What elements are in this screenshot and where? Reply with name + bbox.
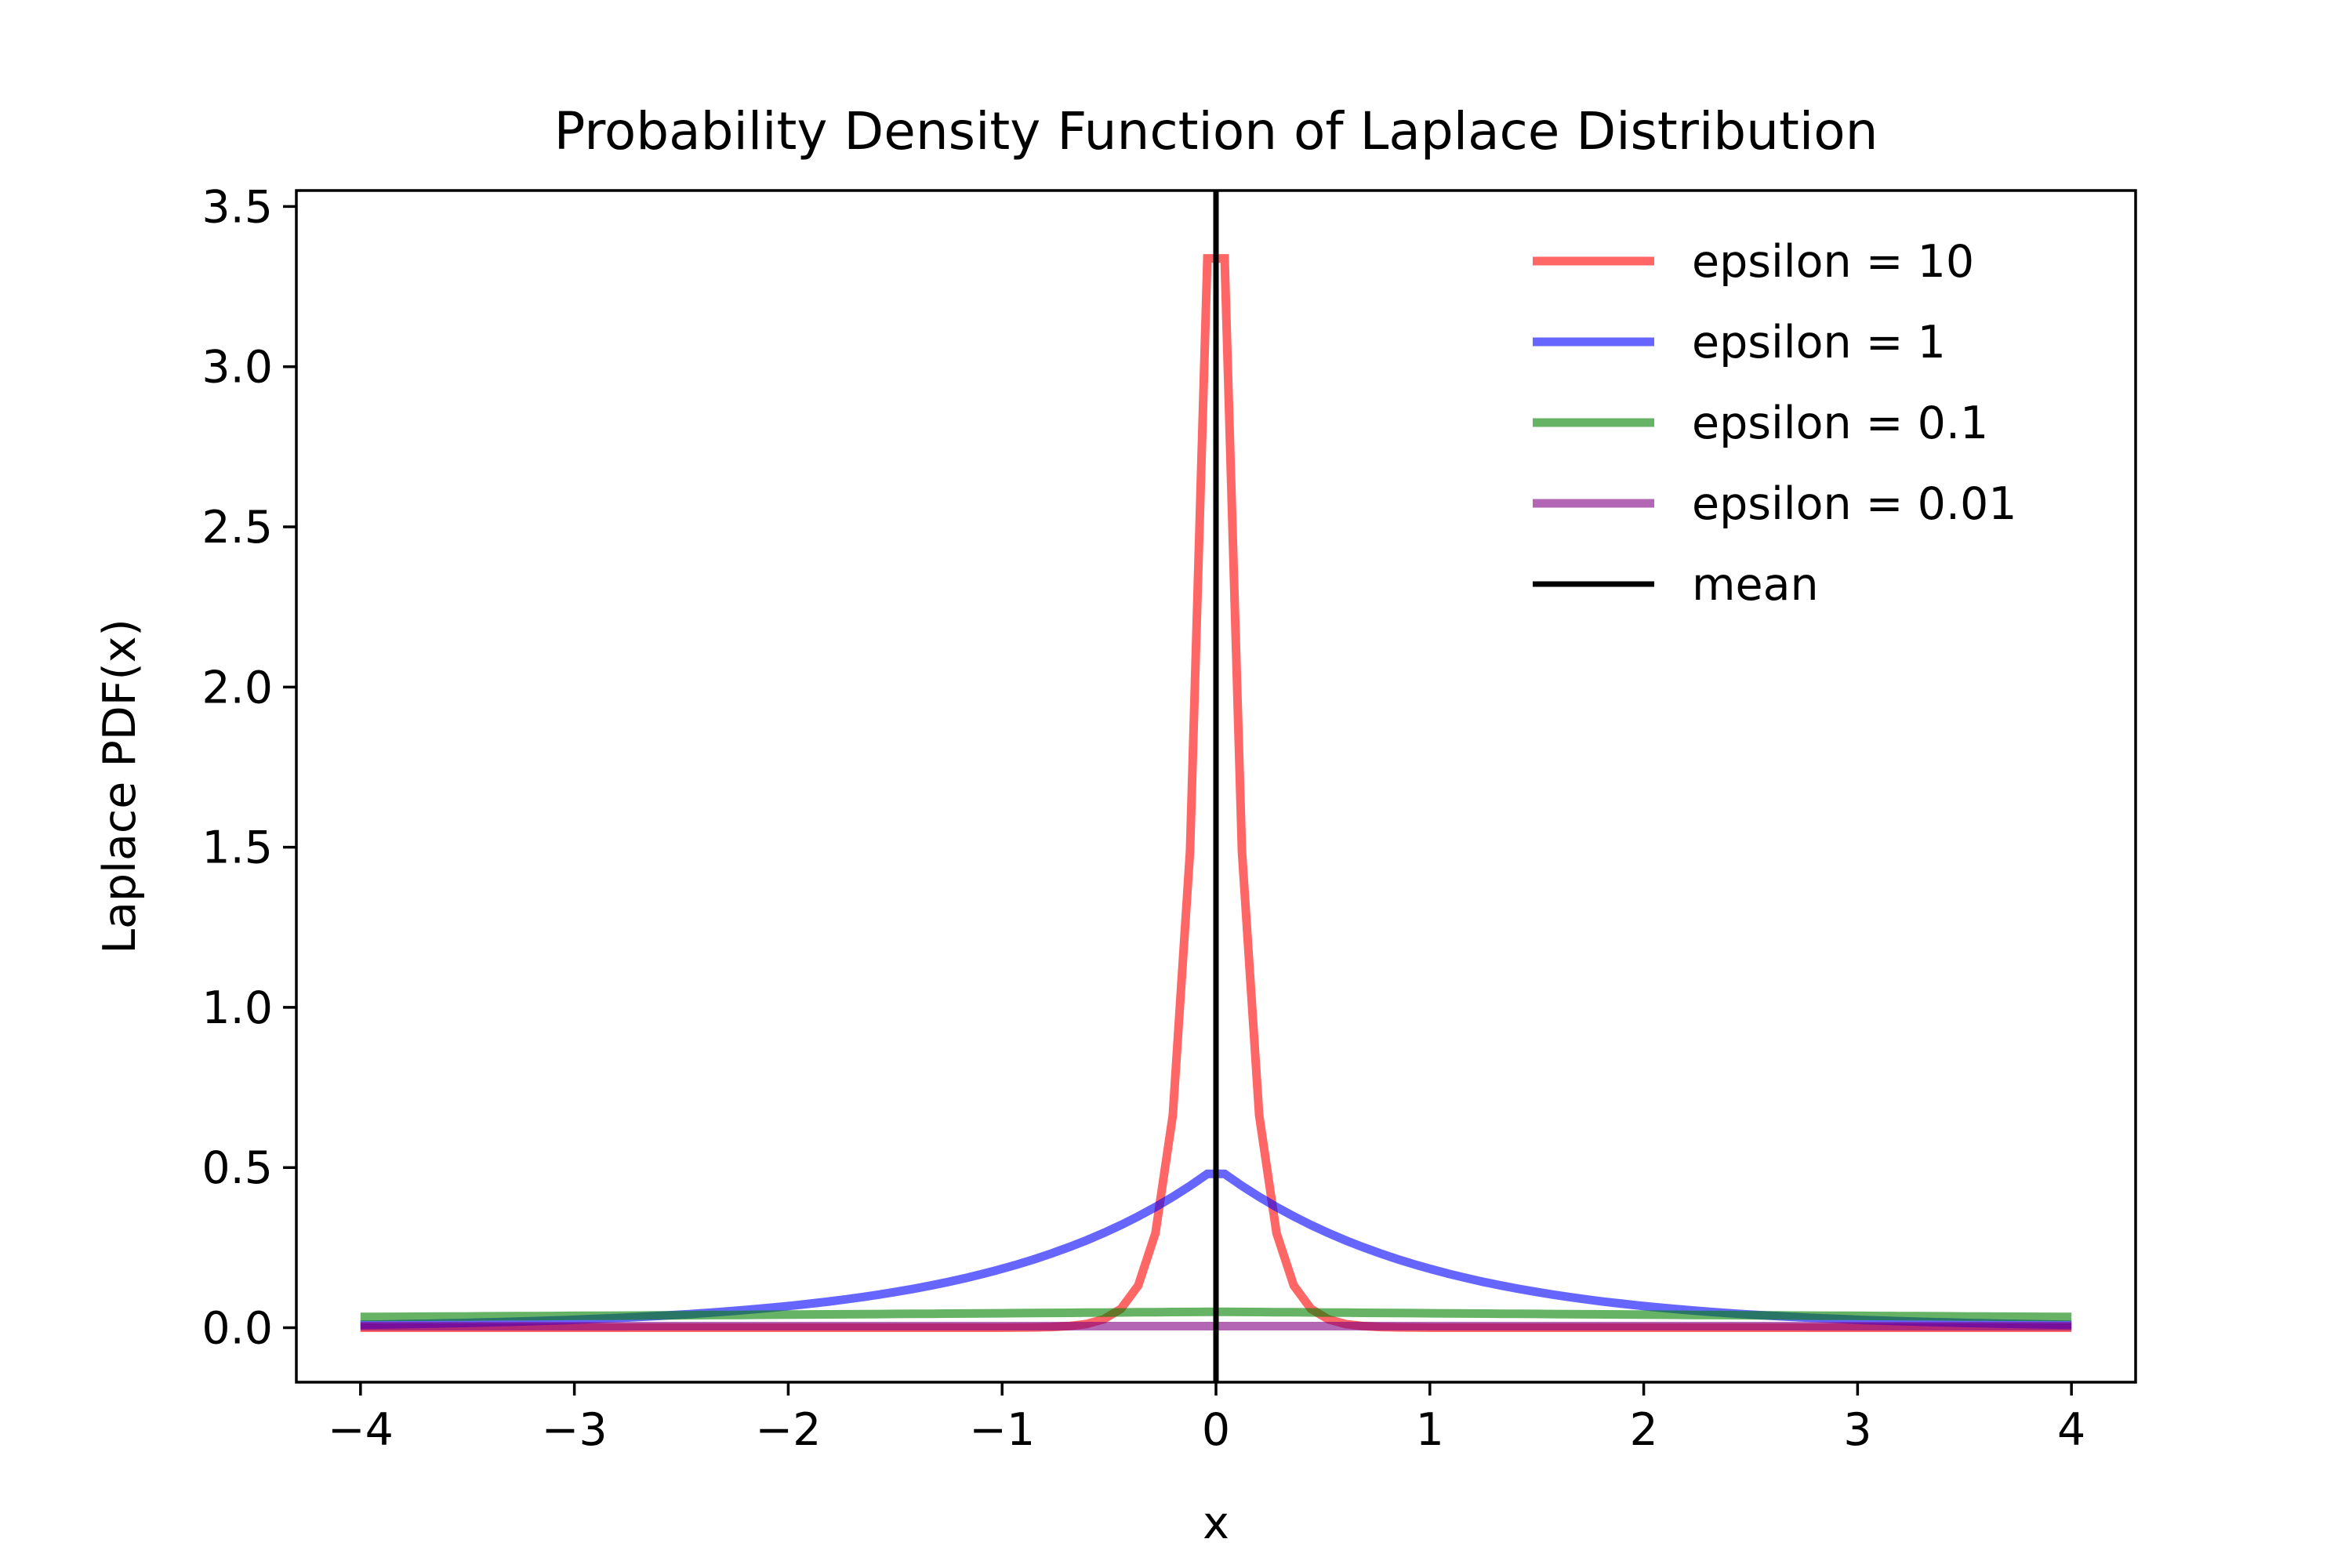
x-tick-label: 2	[1629, 1404, 1657, 1456]
y-axis-label: Laplace PDF(x)	[94, 619, 146, 953]
x-axis: −4 −3 −2 −1 0 1 2 3 4	[328, 1382, 2085, 1456]
y-tick-label: 2.5	[201, 502, 273, 554]
y-tick-label: 0.0	[201, 1303, 273, 1355]
x-tick-label: 0	[1202, 1404, 1230, 1456]
y-tick-label: 3.5	[201, 181, 273, 233]
legend: epsilon = 10 epsilon = 1 epsilon = 0.1 epsi…	[1533, 236, 2017, 611]
legend-label-2: epsilon = 0.1	[1692, 397, 1988, 449]
x-tick-label: −4	[328, 1404, 394, 1456]
x-axis-label: x	[1203, 1497, 1229, 1549]
legend-label-4: mean	[1692, 559, 1819, 611]
y-tick-label: 2.0	[201, 662, 273, 713]
legend-label-0: epsilon = 10	[1692, 236, 1974, 288]
y-tick-label: 3.0	[201, 342, 273, 394]
x-tick-label: 1	[1416, 1404, 1444, 1456]
y-tick-label: 1.5	[201, 822, 273, 874]
chart-title: Probability Density Function of Laplace …	[554, 101, 1878, 162]
legend-label-3: epsilon = 0.01	[1692, 478, 2017, 530]
y-axis: 0.0 0.5 1.0 1.5 2.0 2.5 3.0 3.5	[201, 181, 296, 1355]
y-tick-label: 0.5	[201, 1142, 273, 1194]
y-tick-label: 1.0	[201, 982, 273, 1034]
legend-label-1: epsilon = 1	[1692, 317, 1946, 368]
x-tick-label: 4	[2057, 1404, 2085, 1456]
x-tick-label: −1	[969, 1404, 1035, 1456]
x-tick-label: −3	[542, 1404, 608, 1456]
x-tick-label: 3	[1843, 1404, 1871, 1456]
x-tick-label: −2	[755, 1404, 821, 1456]
